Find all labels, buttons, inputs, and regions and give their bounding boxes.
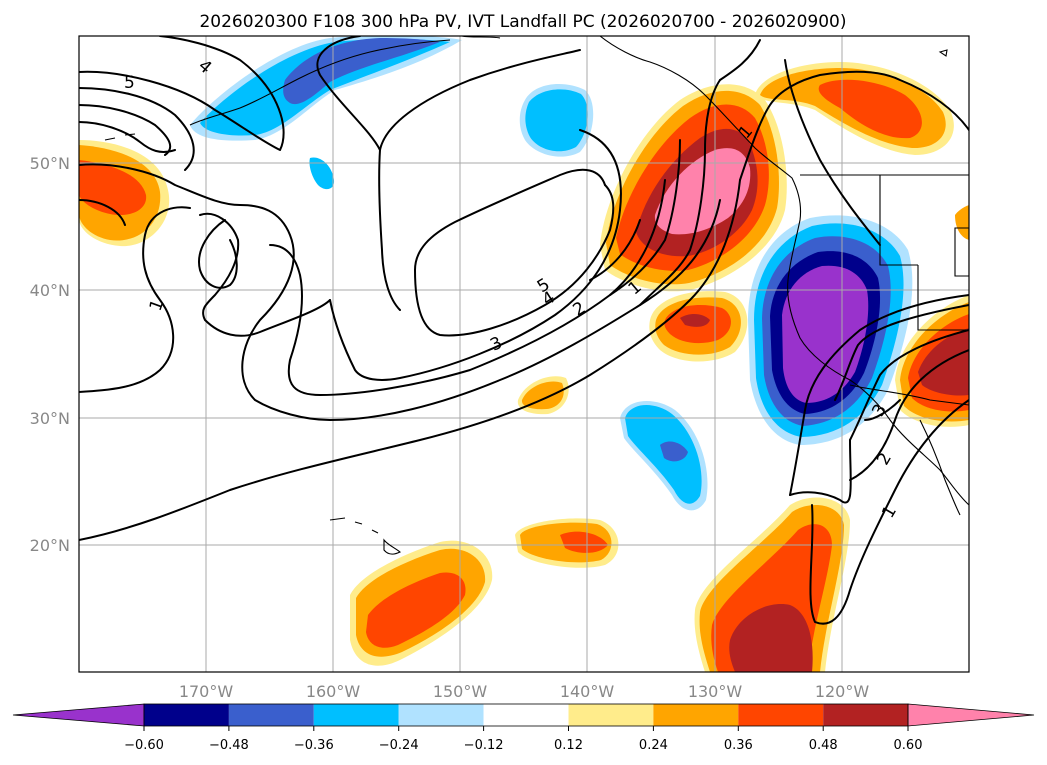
colorbar: −0.60 −0.48 −0.36 −0.24 −0.12 0.12 0.24 … xyxy=(12,703,1035,753)
colorbar-label: −0.48 xyxy=(209,738,249,753)
colorbar-label: −0.60 xyxy=(124,738,164,753)
border-us-mexico xyxy=(849,384,969,406)
contour-pv-2 xyxy=(79,179,741,541)
contour-pv xyxy=(378,149,401,311)
shade-ca-purple xyxy=(782,265,869,403)
colorbar-segment xyxy=(568,704,654,726)
colorbar-segment xyxy=(653,704,739,726)
colorbar-label: 0.12 xyxy=(554,738,583,753)
contour-pv xyxy=(834,304,969,401)
lat-tick-label: 30°N xyxy=(30,409,70,428)
contour-pv xyxy=(789,294,969,496)
contour-pv xyxy=(609,139,681,296)
contour-pv xyxy=(789,439,852,504)
colorbar-label: −0.24 xyxy=(379,738,419,753)
contour-pv xyxy=(79,199,331,337)
contour-pv-1 xyxy=(809,399,969,625)
colorbar-label: 0.60 xyxy=(894,738,923,753)
chart-title: 2026020300 F108 300 hPa PV, IVT Landfall… xyxy=(199,12,846,32)
lon-axis: 170°W 160°W 150°W 140°W 130°W 120°W xyxy=(179,682,870,701)
shade-hi-red xyxy=(366,572,466,648)
lat-tick-label: 20°N xyxy=(30,536,70,555)
lat-tick-label: 40°N xyxy=(30,281,70,300)
shade-ne-red xyxy=(818,79,922,139)
state-borders xyxy=(879,175,969,331)
contour-pv-4 xyxy=(329,129,622,381)
contour-pv-3 xyxy=(849,329,969,441)
colorbar-extend-min xyxy=(12,703,145,727)
lon-tick-label: 140°W xyxy=(560,682,615,701)
shade-se-darkred xyxy=(729,604,813,672)
shade-aleutian-blue xyxy=(283,38,440,105)
contour-pv xyxy=(784,59,881,246)
contour-pv xyxy=(719,39,969,181)
shade-midpac-blue xyxy=(660,441,688,462)
colorbar-label: −0.12 xyxy=(464,738,504,753)
colorbar-segment xyxy=(398,704,484,726)
shade-mid-darkred xyxy=(680,314,710,327)
contour-pv-5 xyxy=(414,184,615,337)
contour-pv xyxy=(79,36,581,171)
contour-pv-1 xyxy=(79,163,721,421)
colorbar-ticks xyxy=(143,726,909,731)
contour-pv xyxy=(198,219,238,289)
colorbar-segment xyxy=(738,704,824,726)
contour-pv xyxy=(639,79,721,306)
colorbar-segment xyxy=(823,704,909,726)
shade-goa-cyan xyxy=(525,89,588,152)
colorbar-label: 0.24 xyxy=(639,738,668,753)
contour-label: 5 xyxy=(124,73,135,93)
lon-tick-label: 170°W xyxy=(179,682,234,701)
colorbar-frame xyxy=(143,703,909,727)
map-area: 5 4 1 1 5 4 2 1 3 3 2 1 xyxy=(79,36,969,672)
contour-pv-5 xyxy=(414,168,606,271)
lon-tick-label: 120°W xyxy=(815,682,870,701)
shade-aleutian-cyan xyxy=(200,39,450,136)
shade-sub-red xyxy=(560,531,608,553)
coast-baja xyxy=(919,419,961,516)
lon-tick-label: 150°W xyxy=(433,682,488,701)
lon-tick-label: 160°W xyxy=(306,682,361,701)
colorbar-label: 0.36 xyxy=(724,738,753,753)
contour-pv xyxy=(79,121,176,153)
lat-tick-label: 50°N xyxy=(30,154,70,173)
coast-na-west xyxy=(599,36,969,506)
colorbar-label: 0.48 xyxy=(809,738,838,753)
pc-shading xyxy=(79,36,969,672)
colorbar-extend-max xyxy=(907,703,1035,727)
shade-edge-orange xyxy=(955,205,969,240)
colorbar-segment xyxy=(483,704,569,726)
colorbar-segment xyxy=(144,704,229,726)
pv-contours xyxy=(79,36,969,625)
coast-hawaii xyxy=(329,517,402,555)
contour-pv xyxy=(589,219,641,281)
contour-pv-2 xyxy=(849,349,969,481)
contour-pv xyxy=(79,36,285,151)
contour-pv xyxy=(79,104,172,156)
colorbar-segment xyxy=(313,704,399,726)
map-frame xyxy=(78,35,970,673)
contour-pv xyxy=(864,399,901,421)
colorbar-label: −0.36 xyxy=(294,738,334,753)
shade-small-orange xyxy=(521,381,564,410)
lon-tick-label: 130°W xyxy=(688,682,743,701)
contour-pv-1 xyxy=(79,206,191,393)
shade-small-cyan xyxy=(309,157,335,190)
lat-axis: 50°N 40°N 30°N 20°N xyxy=(30,154,70,555)
colorbar-segment xyxy=(228,704,314,726)
